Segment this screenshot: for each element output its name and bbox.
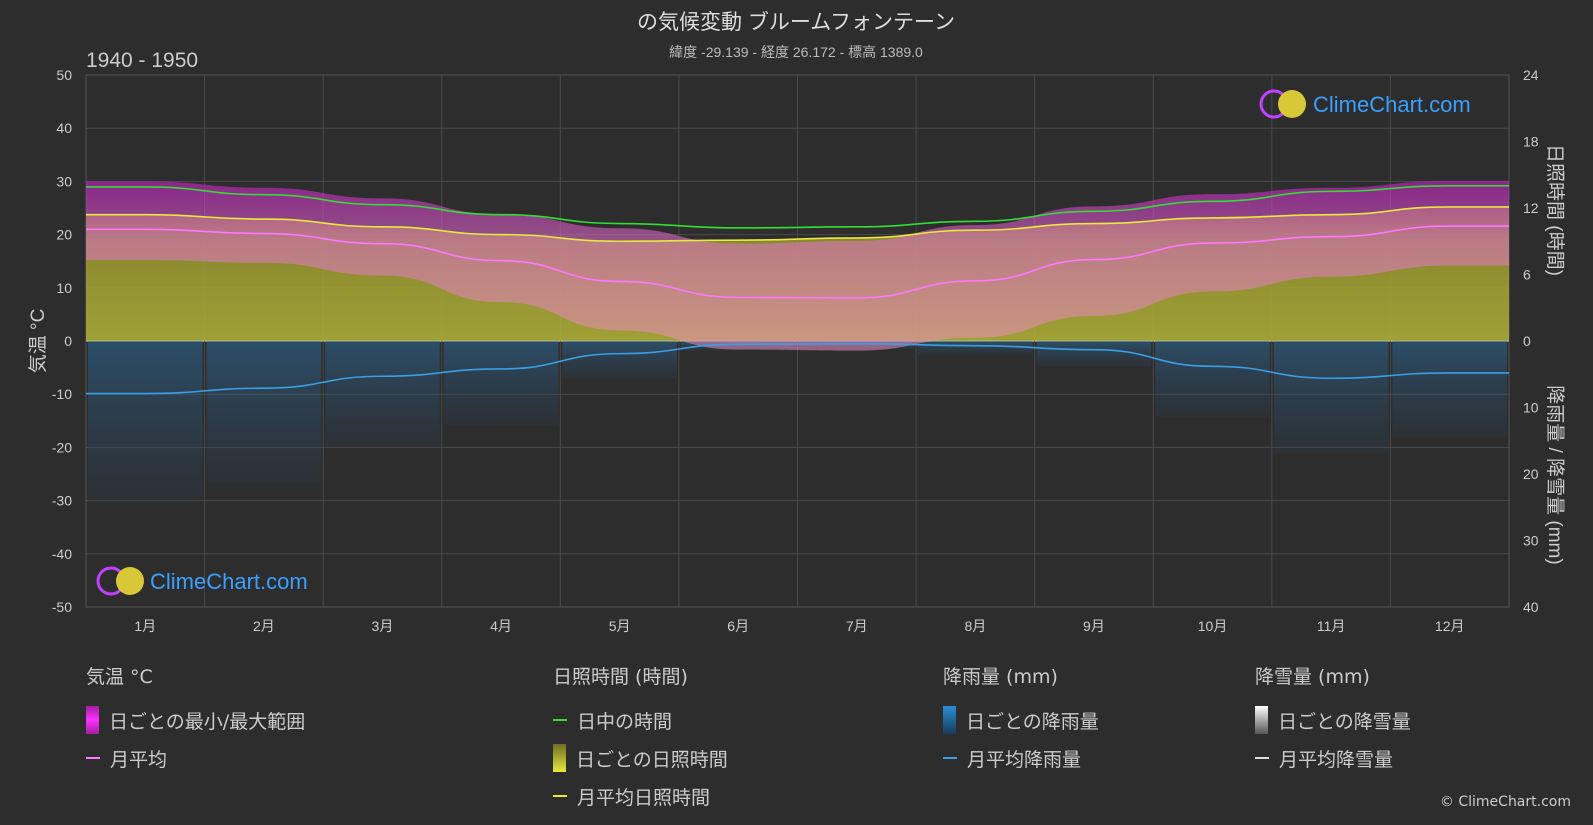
legend-label: 日中の時間 <box>577 710 673 733</box>
legend-item: 日中の時間 <box>553 701 728 739</box>
rain-bar <box>1155 341 1270 417</box>
logo-sun-icon <box>116 567 144 595</box>
climate-chart: の気候変動 ブルームフォンテーン 緯度 -29.139 - 経度 26.172 … <box>27 11 1566 634</box>
sunshine-swatch <box>553 744 566 772</box>
period-label: 1940 - 1950 <box>86 49 198 72</box>
x-tick-label: 5月 <box>609 618 631 634</box>
x-tick-label: 12月 <box>1435 618 1465 634</box>
legend-label: 日ごとの最小/最大範囲 <box>109 710 306 733</box>
y-left-tick-label: 30 <box>56 173 72 189</box>
y-left-tick-label: 40 <box>56 120 72 136</box>
rain-bar <box>325 341 440 447</box>
legend-item: 月平均降雨量 <box>943 739 1099 777</box>
y-right-bottom-label: 降雨量 / 降雪量 (mm) <box>1544 385 1566 564</box>
x-tick-label: 2月 <box>253 618 275 634</box>
temp-mean-swatch <box>86 757 100 759</box>
daylight-line <box>86 185 1509 229</box>
x-tick-label: 10月 <box>1198 618 1228 634</box>
legend-sunshine: 日照時間 (時間) 日中の時間 日ごとの日照時間 月平均日照時間 <box>553 662 728 815</box>
y-right-tick-label: 12 <box>1523 200 1539 216</box>
snow-mean-swatch <box>1255 757 1269 759</box>
legend-snow: 降雪量 (mm) 日ごとの降雪量 月平均降雪量 <box>1255 662 1411 777</box>
logo-top-text: ClimeChart.com <box>1313 92 1471 117</box>
temp-range-band <box>86 180 1509 351</box>
y-left-tick-label: -10 <box>52 386 72 402</box>
y-left-tick-label: 20 <box>56 227 72 243</box>
snow-swatch <box>1255 706 1268 734</box>
legend-item: 月平均 <box>86 739 305 777</box>
rain-bar <box>918 341 1033 355</box>
legend-item: 月平均降雪量 <box>1255 739 1411 777</box>
y-right-tick-label: 6 <box>1523 267 1531 283</box>
y-right-tick-label: 24 <box>1523 67 1539 83</box>
rain-bar <box>206 341 322 483</box>
y-right-top-label: 日照時間 (時間) <box>1544 144 1566 276</box>
x-tick-label: 1月 <box>134 618 156 634</box>
logo-sun-icon <box>1278 90 1306 118</box>
chart-title: の気候変動 ブルームフォンテーン <box>637 11 955 34</box>
y-left-tick-label: -20 <box>52 439 72 455</box>
legend-rain-title: 降雨量 (mm) <box>943 666 1058 688</box>
legend-label: 月平均 <box>110 748 168 771</box>
chart-subtitle: 緯度 -29.139 - 経度 26.172 - 標高 1389.0 <box>669 44 923 60</box>
daylight-swatch <box>553 719 567 721</box>
temp-range-swatch <box>86 706 99 734</box>
x-tick-label: 6月 <box>727 618 749 634</box>
x-tick-label: 3月 <box>372 618 394 634</box>
logo-top: ClimeChart.com <box>1259 89 1471 119</box>
rain-swatch <box>943 706 956 734</box>
y-left-tick-label: 10 <box>56 280 72 296</box>
legend-temperature: 気温 °C 日ごとの最小/最大範囲 月平均 <box>86 662 305 777</box>
y-right-tick-label: 20 <box>1523 466 1539 482</box>
x-tick-label: 9月 <box>1083 618 1105 634</box>
sunshine-mean-line <box>86 206 1509 243</box>
y-right-tick-label: 30 <box>1523 533 1539 549</box>
rain-bar <box>88 341 203 499</box>
temp-mean-line <box>85 225 1509 299</box>
y-left-label: 気温 °C <box>27 309 49 374</box>
legend-item: 日ごとの降雨量 <box>943 701 1099 739</box>
y-right-tick-label: 0 <box>1523 333 1531 349</box>
x-tick-label: 4月 <box>490 618 512 634</box>
y-left-tick-label: 0 <box>64 333 72 349</box>
rain-mean-swatch <box>943 757 957 759</box>
x-tick-label: 7月 <box>846 618 868 634</box>
legend-label: 日ごとの降雪量 <box>1278 710 1411 733</box>
rain-bar <box>1273 341 1389 453</box>
y-left-tick-label: -50 <box>52 599 72 615</box>
y-right-tick-label: 10 <box>1523 400 1539 416</box>
legend-label: 月平均降雪量 <box>1279 748 1394 771</box>
legend-label: 月平均降雨量 <box>967 748 1082 771</box>
legend-temperature-title: 気温 °C <box>86 666 153 688</box>
rain-bar <box>443 341 559 425</box>
y-right-tick-label: 40 <box>1523 599 1539 615</box>
legend-label: 月平均日照時間 <box>577 786 711 809</box>
rain-mean-line <box>86 342 1509 395</box>
legend-label: 日ごとの降雨量 <box>966 710 1099 733</box>
y-left-tick-label: -30 <box>52 493 72 509</box>
copyright: © ClimeChart.com <box>1439 794 1571 810</box>
legend-snow-title: 降雪量 (mm) <box>1255 666 1370 688</box>
rain-bar <box>562 341 677 379</box>
y-left-tick-label: -40 <box>52 546 72 562</box>
legend-label: 日ごとの日照時間 <box>576 748 728 771</box>
rain-bar <box>1036 341 1152 367</box>
legend-item: 月平均日照時間 <box>553 777 728 815</box>
logo-bottom-text: ClimeChart.com <box>150 569 308 594</box>
sunshine-mean-swatch <box>553 795 567 797</box>
y-right-tick-label: 18 <box>1523 134 1539 150</box>
legend-item: 日ごとの最小/最大範囲 <box>86 701 305 739</box>
x-tick-label: 8月 <box>964 618 986 634</box>
axes: 50 40 30 20 10 0 -10 -20 -30 -40 -50 24 18 12 6 0 10 20 30… <box>52 67 1539 634</box>
legend-item: 日ごとの日照時間 <box>553 739 728 777</box>
logo-bottom: ClimeChart.com <box>96 566 308 596</box>
rain-bar <box>1392 341 1507 437</box>
y-left-tick-label: 50 <box>56 67 72 83</box>
x-tick-label: 11月 <box>1317 618 1346 634</box>
legend-sunshine-title: 日照時間 (時間) <box>553 666 688 688</box>
legend-rain: 降雨量 (mm) 日ごとの降雨量 月平均降雨量 <box>943 662 1099 777</box>
data-fills <box>86 180 1509 499</box>
data-lines <box>85 185 1509 395</box>
legend-item: 日ごとの降雪量 <box>1255 701 1411 739</box>
